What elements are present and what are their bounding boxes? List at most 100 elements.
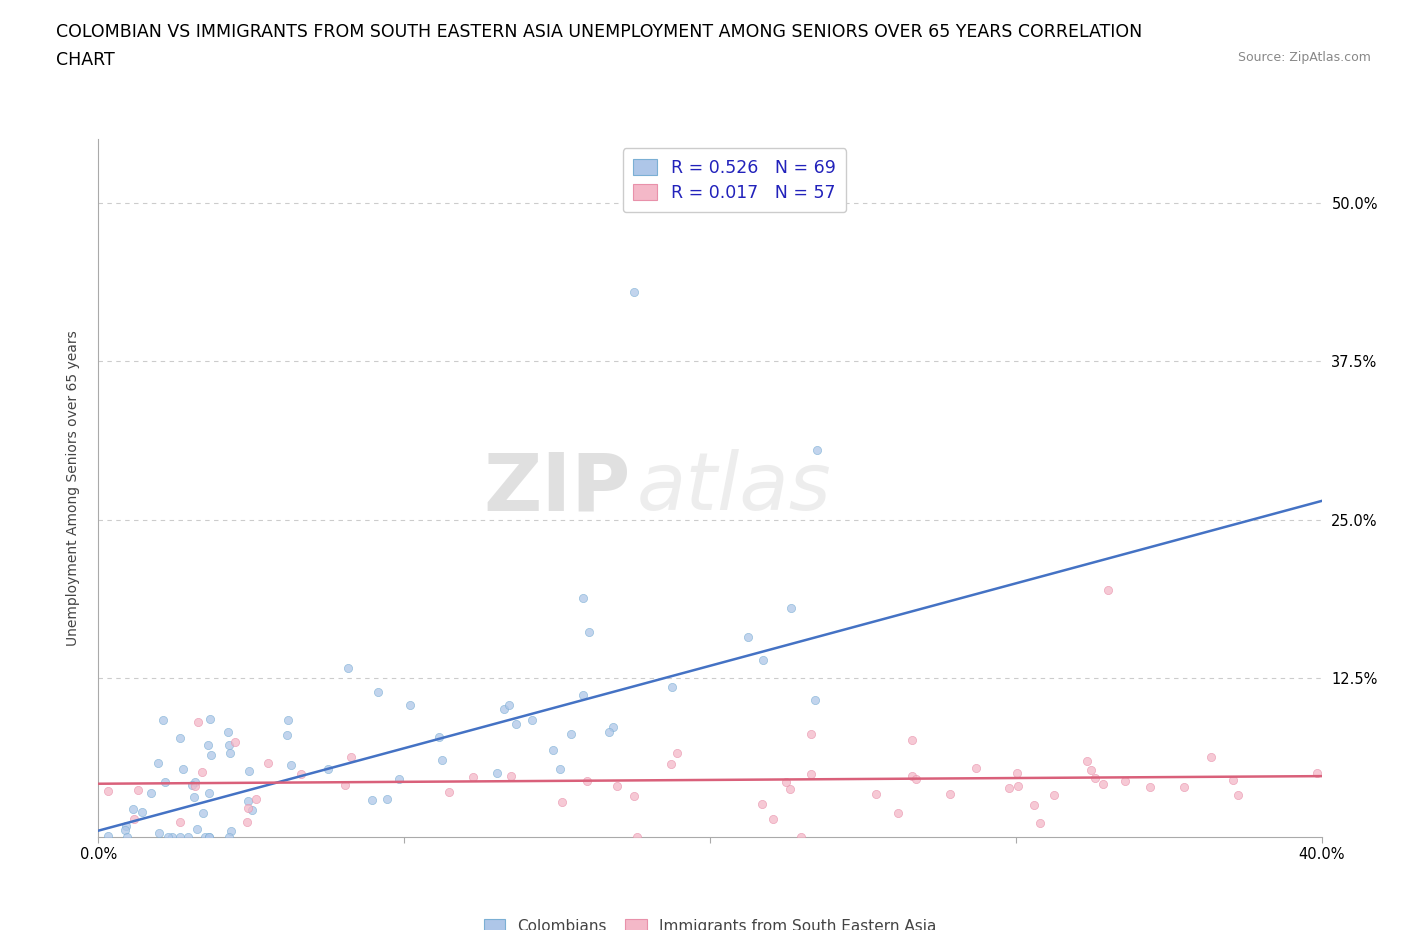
- Point: [276, 728, 298, 743]
- Point: [1005, 765, 1028, 780]
- Point: [236, 815, 259, 830]
- Point: [256, 756, 278, 771]
- Point: [198, 786, 221, 801]
- Point: [148, 755, 170, 770]
- Point: [198, 830, 221, 844]
- Point: [245, 792, 267, 807]
- Point: [375, 792, 398, 807]
- Point: [183, 790, 205, 804]
- Point: [191, 805, 214, 820]
- Legend: Colombians, Immigrants from South Eastern Asia: Colombians, Immigrants from South Easter…: [477, 910, 943, 930]
- Text: COLOMBIAN VS IMMIGRANTS FROM SOUTH EASTERN ASIA UNEMPLOYMENT AMONG SENIORS OVER : COLOMBIAN VS IMMIGRANTS FROM SOUTH EASTE…: [56, 23, 1143, 41]
- Point: [865, 787, 887, 802]
- Point: [139, 786, 162, 801]
- Point: [316, 761, 339, 776]
- Point: [197, 737, 219, 752]
- Point: [180, 777, 202, 792]
- Point: [1173, 779, 1195, 794]
- Point: [998, 780, 1021, 795]
- Text: CHART: CHART: [56, 51, 115, 69]
- Point: [626, 830, 648, 844]
- Point: [200, 748, 222, 763]
- Point: [499, 768, 522, 783]
- Point: [131, 804, 153, 819]
- Point: [752, 653, 775, 668]
- Point: [1114, 774, 1136, 789]
- Point: [1042, 788, 1064, 803]
- Point: [236, 801, 259, 816]
- Point: [290, 766, 312, 781]
- Point: [623, 789, 645, 804]
- Point: [191, 764, 214, 779]
- Point: [606, 778, 628, 793]
- Point: [157, 830, 180, 844]
- Point: [520, 712, 543, 727]
- Point: [169, 731, 191, 746]
- Point: [333, 777, 356, 792]
- Point: [1092, 777, 1115, 791]
- Point: [550, 762, 572, 777]
- Point: [659, 757, 682, 772]
- Point: [186, 821, 208, 836]
- Point: [339, 750, 361, 764]
- Text: Source: ZipAtlas.com: Source: ZipAtlas.com: [1237, 51, 1371, 64]
- Point: [218, 830, 240, 844]
- Point: [779, 782, 801, 797]
- Point: [806, 443, 828, 458]
- Point: [541, 742, 564, 757]
- Point: [900, 732, 922, 747]
- Point: [148, 826, 170, 841]
- Point: [337, 660, 360, 675]
- Point: [505, 716, 527, 731]
- Point: [1007, 778, 1029, 793]
- Point: [219, 823, 242, 838]
- Point: [623, 285, 645, 299]
- Point: [184, 778, 207, 793]
- Point: [187, 714, 209, 729]
- Point: [194, 830, 217, 844]
- Point: [1080, 763, 1102, 777]
- Point: [1139, 779, 1161, 794]
- Point: [800, 767, 823, 782]
- Point: [127, 783, 149, 798]
- Text: ZIP: ZIP: [484, 449, 630, 527]
- Point: [1227, 788, 1250, 803]
- Point: [124, 811, 146, 826]
- Point: [388, 772, 411, 787]
- Point: [1028, 815, 1050, 830]
- Point: [486, 765, 509, 780]
- Point: [238, 793, 260, 808]
- Point: [789, 830, 811, 844]
- Point: [904, 771, 927, 786]
- Point: [172, 762, 194, 777]
- Point: [218, 737, 240, 752]
- Point: [360, 792, 382, 807]
- Point: [198, 711, 221, 726]
- Point: [1222, 773, 1244, 788]
- Point: [578, 625, 600, 640]
- Point: [114, 823, 136, 838]
- Point: [1201, 750, 1223, 764]
- Point: [575, 774, 598, 789]
- Point: [152, 712, 174, 727]
- Point: [598, 725, 620, 740]
- Point: [115, 830, 138, 844]
- Point: [551, 794, 574, 809]
- Point: [238, 764, 260, 778]
- Point: [437, 785, 460, 800]
- Point: [399, 698, 422, 712]
- Point: [224, 735, 246, 750]
- Point: [115, 818, 138, 833]
- Point: [602, 720, 624, 735]
- Point: [572, 688, 595, 703]
- Point: [280, 758, 302, 773]
- Point: [965, 761, 987, 776]
- Text: atlas: atlas: [637, 449, 831, 527]
- Point: [96, 829, 118, 844]
- Point: [571, 591, 593, 605]
- Point: [427, 729, 450, 744]
- Point: [751, 796, 773, 811]
- Point: [886, 806, 908, 821]
- Point: [96, 784, 118, 799]
- Point: [1084, 771, 1107, 786]
